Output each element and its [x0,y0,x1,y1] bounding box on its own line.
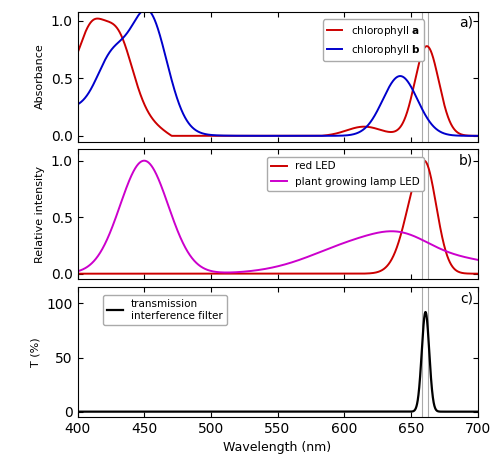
Legend: transmission
interference filter: transmission interference filter [102,295,227,325]
Text: b): b) [459,153,473,167]
Y-axis label: Relative intensity: Relative intensity [35,166,45,263]
Legend: red LED, plant growing lamp LED: red LED, plant growing lamp LED [267,157,424,191]
Text: a): a) [460,15,473,29]
Text: c): c) [460,291,473,305]
X-axis label: Wavelength (nm): Wavelength (nm) [224,441,332,454]
Y-axis label: T (%): T (%) [30,337,40,367]
Y-axis label: Absorbance: Absorbance [35,44,45,110]
Legend: chlorophyll $\mathbf{a}$, chlorophyll $\mathbf{b}$: chlorophyll $\mathbf{a}$, chlorophyll $\… [322,20,424,61]
